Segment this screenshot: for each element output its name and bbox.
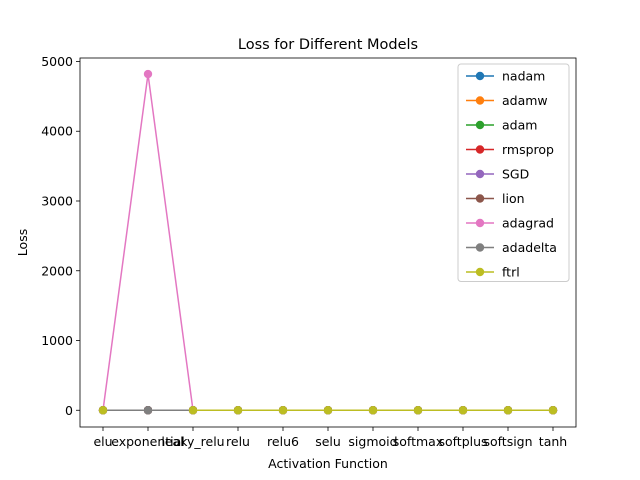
x-tick-label-softmax: softmax xyxy=(393,434,443,449)
legend-marker-ftrl xyxy=(475,267,485,277)
legend-marker-adam xyxy=(475,120,485,130)
data-point-ftrl-elu xyxy=(98,406,108,415)
series-layer xyxy=(98,69,558,415)
legend-item-adamw: adamw xyxy=(466,93,548,108)
x-tick-label-sigmoid: sigmoid xyxy=(348,434,397,449)
y-tick-label-3000: 3000 xyxy=(41,193,73,208)
chart-title: Loss for Different Models xyxy=(238,37,418,53)
series-ftrl xyxy=(98,406,558,415)
legend-label-lion: lion xyxy=(502,191,525,206)
data-point-ftrl-relu xyxy=(233,406,243,415)
x-tick-label-exponential: exponential xyxy=(111,434,185,449)
legend-label-ftrl: ftrl xyxy=(502,265,520,280)
legend-item-adagrad: adagrad xyxy=(466,216,554,231)
legend-label-adamw: adamw xyxy=(502,93,548,108)
legend-item-rmsprop: rmsprop xyxy=(466,142,554,157)
legend-item-adadelta: adadelta xyxy=(466,240,557,255)
legend-item-SGD: SGD xyxy=(466,167,529,182)
data-point-adadelta-exponential xyxy=(143,406,153,415)
data-point-ftrl-leaky_relu xyxy=(188,406,198,415)
data-point-ftrl-tanh xyxy=(548,406,558,415)
y-tick-label-1000: 1000 xyxy=(41,333,73,348)
legend-label-rmsprop: rmsprop xyxy=(502,142,554,157)
legend-label-SGD: SGD xyxy=(502,167,529,182)
x-tick-label-elu: elu xyxy=(93,434,112,449)
legend-marker-lion xyxy=(475,194,485,203)
legend-label-adadelta: adadelta xyxy=(502,240,557,255)
data-point-ftrl-sigmoid xyxy=(368,406,378,415)
data-point-adagrad-exponential xyxy=(143,69,153,79)
x-tick-label-leaky_relu: leaky_relu xyxy=(161,434,224,449)
legend-item-lion: lion xyxy=(466,191,525,206)
x-tick-label-softplus: softplus xyxy=(438,434,487,449)
legend-item-nadam: nadam xyxy=(466,69,545,84)
legend: nadam adamw adam rmsprop SGD lion adagrad adade… xyxy=(457,63,570,282)
legend-marker-adamw xyxy=(475,96,485,105)
legend-label-adam: adam xyxy=(502,118,537,133)
legend-item-ftrl: ftrl xyxy=(466,265,520,280)
legend-marker-adagrad xyxy=(475,218,485,228)
x-tick-label-selu: selu xyxy=(315,434,341,449)
data-point-ftrl-softsign xyxy=(503,406,513,415)
data-point-ftrl-softplus xyxy=(458,406,468,415)
legend-marker-nadam xyxy=(475,71,485,81)
legend-marker-adadelta xyxy=(475,243,485,252)
legend-label-nadam: nadam xyxy=(502,69,545,84)
y-axis-label: Loss xyxy=(15,229,30,256)
x-tick-label-softsign: softsign xyxy=(483,434,532,449)
x-tick-label-relu: relu xyxy=(226,434,250,449)
legend-marker-SGD xyxy=(475,169,485,179)
x-tick-label-tanh: tanh xyxy=(539,434,567,449)
y-tick-label-0: 0 xyxy=(65,403,73,418)
legend-label-adagrad: adagrad xyxy=(502,216,554,231)
data-point-ftrl-relu6 xyxy=(278,406,288,415)
legend-marker-rmsprop xyxy=(475,145,485,154)
x-tick-label-relu6: relu6 xyxy=(267,434,299,449)
y-tick-label-4000: 4000 xyxy=(41,124,73,139)
legend-item-adam: adam xyxy=(466,118,537,133)
data-point-ftrl-selu xyxy=(323,406,333,415)
legend-box xyxy=(457,63,570,282)
y-axis: 0 1000 2000 3000 4000 5000 xyxy=(41,54,80,418)
x-axis-label: Activation Function xyxy=(268,456,388,471)
y-tick-label-5000: 5000 xyxy=(41,54,73,69)
y-tick-label-2000: 2000 xyxy=(41,263,73,278)
data-point-ftrl-softmax xyxy=(413,406,423,415)
